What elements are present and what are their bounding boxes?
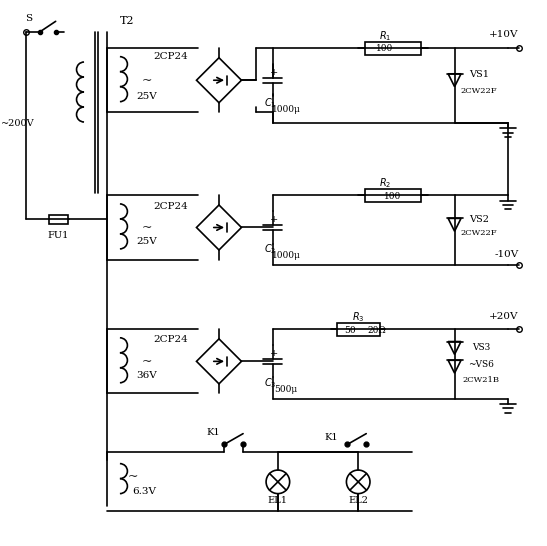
- Bar: [49, 215, 68, 224]
- Text: 36V: 36V: [136, 371, 157, 381]
- Text: VS2: VS2: [469, 215, 488, 224]
- Text: 50: 50: [345, 326, 356, 335]
- Bar: [365, 189, 421, 202]
- Text: 500μ: 500μ: [274, 385, 298, 394]
- Text: +: +: [270, 349, 278, 358]
- Text: 2CP24: 2CP24: [153, 335, 188, 345]
- Text: $R_1$: $R_1$: [379, 29, 391, 43]
- Text: 100: 100: [385, 192, 401, 201]
- Text: ~200V: ~200V: [1, 118, 35, 128]
- Text: K1: K1: [324, 434, 338, 442]
- Text: $R_3$: $R_3$: [352, 311, 364, 324]
- Text: FU1: FU1: [48, 231, 69, 240]
- Text: 2CP24: 2CP24: [153, 201, 188, 211]
- Text: 2CW22F: 2CW22F: [461, 87, 497, 95]
- Text: 25V: 25V: [136, 238, 157, 246]
- Text: 2CP24: 2CP24: [153, 52, 188, 61]
- Text: K1: K1: [207, 428, 220, 437]
- Text: S: S: [25, 14, 32, 23]
- Text: 2CW21B: 2CW21B: [463, 376, 500, 384]
- Text: EL1: EL1: [268, 496, 288, 505]
- Bar: [337, 323, 380, 336]
- Text: VS3: VS3: [472, 343, 491, 353]
- Text: 100: 100: [376, 44, 394, 53]
- Text: +: +: [270, 215, 278, 224]
- Text: VS1: VS1: [469, 70, 488, 79]
- Text: 25V: 25V: [136, 92, 157, 101]
- Text: ~VS6: ~VS6: [468, 359, 494, 369]
- Text: ~: ~: [142, 74, 152, 87]
- Bar: [365, 41, 421, 55]
- Text: 1000μ: 1000μ: [271, 105, 300, 114]
- Text: 1000μ: 1000μ: [271, 251, 300, 260]
- Text: +20V: +20V: [490, 312, 519, 322]
- Text: ~: ~: [142, 221, 152, 234]
- Text: $C_3$: $C_3$: [264, 376, 276, 390]
- Text: 6.3V: 6.3V: [132, 487, 156, 496]
- Text: 20Ω: 20Ω: [368, 326, 386, 335]
- Text: $C_1$: $C_1$: [264, 96, 276, 110]
- Text: $C_2$: $C_2$: [264, 242, 276, 256]
- Text: +: +: [270, 68, 278, 76]
- Text: $R_2$: $R_2$: [379, 177, 391, 191]
- Text: +10V: +10V: [490, 30, 519, 39]
- Text: 2CW22F: 2CW22F: [461, 229, 497, 237]
- Text: -10V: -10V: [494, 250, 519, 259]
- Text: ~: ~: [142, 355, 152, 368]
- Text: T2: T2: [120, 16, 135, 26]
- Text: ~: ~: [128, 470, 138, 483]
- Text: EL2: EL2: [348, 496, 368, 505]
